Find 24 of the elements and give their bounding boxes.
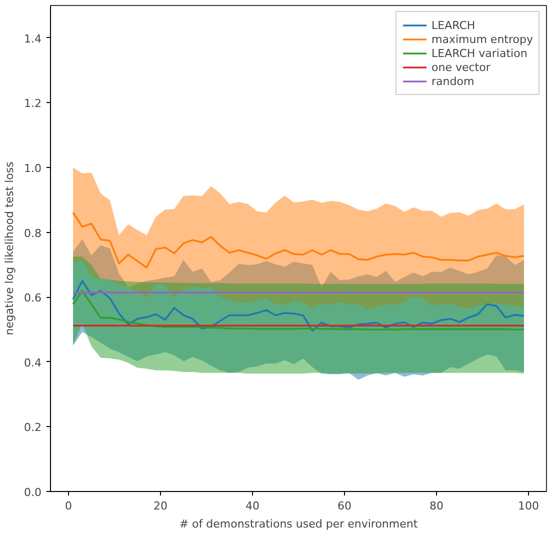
y-tick-label: 0.6 xyxy=(24,292,42,305)
x-tick-label: 80 xyxy=(430,500,444,512)
legend-label: random xyxy=(432,74,474,88)
legend-label: one vector xyxy=(432,60,490,74)
legend-label: LEARCH variation xyxy=(432,46,528,60)
legend-label: LEARCH xyxy=(432,18,476,32)
x-tick-label: 20 xyxy=(153,500,168,512)
y-tick-label: 0.4 xyxy=(24,356,42,370)
y-tick-label: 1.0 xyxy=(24,162,42,175)
y-tick-label: 0.0 xyxy=(24,486,42,499)
x-axis-title: # of demonstrations used per environment xyxy=(179,518,418,530)
line-series xyxy=(72,212,525,269)
x-tick-label: 100 xyxy=(518,500,540,512)
line-series xyxy=(72,290,525,330)
y-tick-label: 1.2 xyxy=(24,97,42,110)
x-tick-label: 60 xyxy=(338,500,352,512)
y-tick-label: 0.2 xyxy=(24,421,42,434)
y-tick-label: 1.4 xyxy=(24,32,42,46)
y-tick-label: 0.8 xyxy=(24,226,42,240)
legend-label: maximum entropy xyxy=(432,32,533,46)
y-axis-title: negative log likelihood test loss xyxy=(3,161,16,336)
x-tick-label: 0 xyxy=(64,500,72,512)
x-tick-label: 40 xyxy=(245,500,260,512)
line-series xyxy=(72,280,525,332)
